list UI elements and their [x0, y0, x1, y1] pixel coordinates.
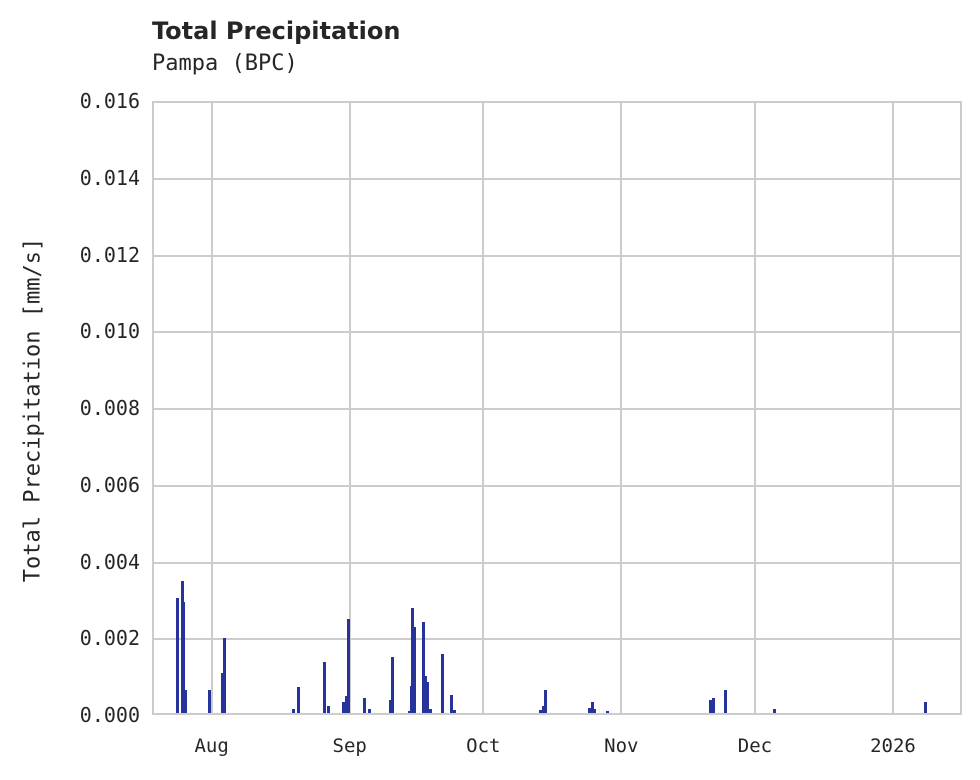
precipitation-bar	[296, 686, 300, 713]
precipitation-bar	[538, 709, 542, 713]
gridline-horizontal	[154, 408, 960, 410]
gridline-horizontal	[154, 177, 960, 180]
precipitation-bar	[412, 626, 416, 713]
precipitation-bar	[323, 661, 327, 713]
precipitation-bar	[183, 689, 187, 713]
precipitation-bar	[724, 689, 728, 713]
precipitation-bar	[709, 699, 713, 713]
precipitation-bar	[429, 709, 433, 713]
precipitation-bar	[924, 702, 928, 713]
gridline-vertical	[348, 103, 351, 713]
precipitation-bar	[426, 682, 430, 713]
gridline-vertical	[891, 103, 894, 713]
precipitation-bar	[175, 597, 179, 713]
precipitation-bar	[346, 618, 350, 713]
x-tick-label: Aug	[194, 735, 229, 757]
precipitation-bar	[407, 711, 411, 713]
precipitation-bar	[593, 709, 597, 713]
y-tick-label: 0.006	[79, 472, 140, 497]
y-tick-label: 0.016	[79, 89, 140, 113]
gridline-vertical	[210, 103, 213, 713]
precipitation-bar	[711, 697, 715, 713]
gridline-horizontal	[154, 331, 960, 334]
precipitation-bar	[222, 638, 226, 713]
gridline-vertical	[620, 103, 623, 713]
y-tick-label: 0.014	[79, 165, 140, 190]
precipitation-bar	[367, 709, 371, 713]
precipitation-bar	[327, 706, 331, 713]
x-tick-label: Oct	[466, 735, 501, 757]
gridline-vertical	[753, 103, 756, 713]
precipitation-bar	[207, 689, 211, 713]
precipitation-bar	[450, 694, 454, 713]
precipitation-bar	[388, 699, 392, 713]
x-tick-label: Sep	[332, 735, 367, 757]
y-tick-label: 0.010	[79, 319, 140, 344]
gridline-horizontal	[154, 561, 960, 564]
y-tick-label: 0.004	[79, 549, 140, 574]
precipitation-bar	[411, 608, 415, 713]
y-axis-label: Total Precipitation [mm/s]	[20, 237, 46, 583]
x-tick-label: Nov	[604, 735, 639, 757]
chart-title: Total Precipitation	[152, 17, 401, 45]
gridline-horizontal	[154, 254, 960, 257]
precipitation-bar	[772, 709, 776, 713]
gridline-horizontal	[154, 484, 960, 487]
precipitation-bar	[424, 675, 428, 713]
precipitation-bar	[541, 706, 545, 713]
plot-area	[152, 101, 962, 715]
precipitation-bar	[453, 709, 457, 713]
chart-subtitle: Pampa (BPC)	[152, 51, 298, 76]
precipitation-bar	[363, 697, 367, 713]
gridline-horizontal	[154, 638, 960, 641]
precipitation-bar	[391, 656, 395, 713]
precipitation-bar	[543, 689, 547, 713]
precipitation-bar	[182, 601, 186, 713]
precipitation-bar	[422, 621, 426, 713]
x-tick-label: 2026	[870, 735, 916, 757]
precipitation-bar	[341, 702, 345, 713]
y-tick-label: 0.002	[79, 626, 140, 651]
y-tick-label: 0.012	[79, 242, 140, 267]
precipitation-bar	[588, 708, 592, 713]
y-tick-label: 0.008	[79, 396, 140, 420]
precipitation-bar	[345, 695, 349, 713]
precipitation-bar	[291, 709, 295, 713]
x-tick-label: Dec	[737, 735, 773, 757]
precipitation-bar	[590, 702, 594, 713]
y-tick-label: 0.000	[79, 703, 140, 727]
gridline-vertical	[482, 103, 485, 713]
precipitation-bar	[606, 711, 610, 713]
precipitation-bar	[440, 654, 444, 713]
